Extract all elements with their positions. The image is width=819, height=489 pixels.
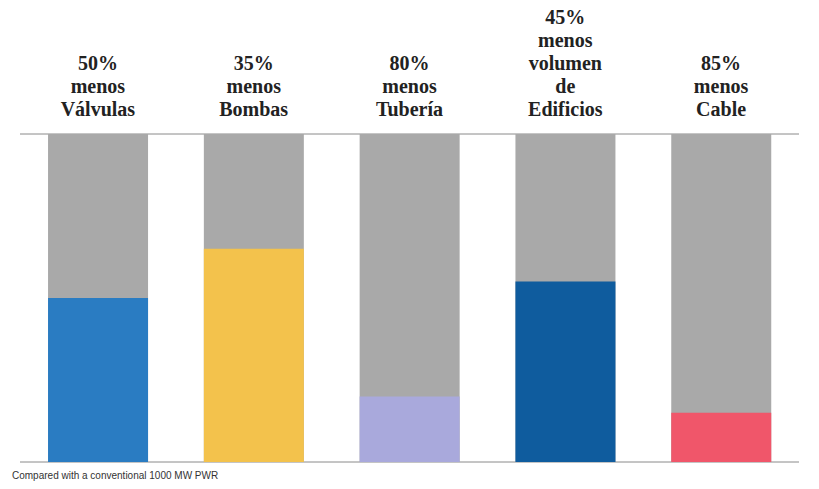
svg-text:45%menosvolumendeEdificios: 45%menosvolumendeEdificios	[528, 6, 603, 120]
svg-text:80%menosTubería: 80%menosTubería	[376, 52, 443, 120]
svg-text:85%menosCable: 85%menosCable	[694, 52, 749, 120]
svg-text:35%menosBombas: 35%menosBombas	[219, 52, 288, 120]
svg-text:50%menosVálvulas: 50%menosVálvulas	[61, 52, 136, 120]
html-text:Compared with a conventional 1: Compared with a conventional 1000 MW PWR	[12, 470, 219, 481]
